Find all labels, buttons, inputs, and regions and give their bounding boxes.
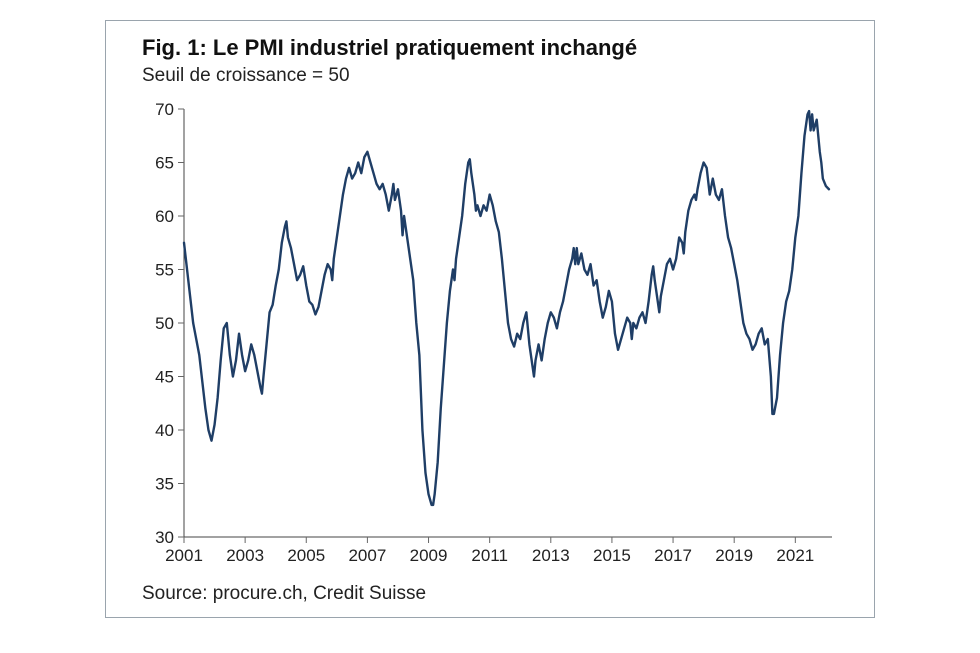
svg-text:2017: 2017 xyxy=(654,546,692,565)
svg-text:2011: 2011 xyxy=(471,546,508,565)
svg-text:30: 30 xyxy=(155,528,174,547)
svg-text:35: 35 xyxy=(155,475,174,494)
svg-text:2005: 2005 xyxy=(287,546,325,565)
chart-frame: Fig. 1: Le PMI industriel pratiquement i… xyxy=(105,20,875,618)
svg-text:50: 50 xyxy=(155,314,174,333)
svg-text:60: 60 xyxy=(155,207,174,226)
svg-text:2013: 2013 xyxy=(532,546,570,565)
svg-text:2003: 2003 xyxy=(226,546,264,565)
svg-text:55: 55 xyxy=(155,261,174,280)
svg-text:40: 40 xyxy=(155,421,174,440)
chart-source: Source: procure.ch, Credit Suisse xyxy=(142,583,426,605)
svg-text:2001: 2001 xyxy=(165,546,203,565)
series-PMI xyxy=(184,111,829,505)
svg-text:45: 45 xyxy=(155,368,174,387)
svg-text:65: 65 xyxy=(155,154,174,173)
svg-text:2019: 2019 xyxy=(715,546,753,565)
chart-subtitle: Seuil de croissance = 50 xyxy=(142,65,350,87)
svg-text:2009: 2009 xyxy=(410,546,448,565)
svg-text:2015: 2015 xyxy=(593,546,631,565)
svg-text:2007: 2007 xyxy=(348,546,386,565)
svg-text:70: 70 xyxy=(155,101,174,119)
svg-text:2021: 2021 xyxy=(776,546,814,565)
plot-svg: 30 35 40 45 50 55 60 65 70 2001 2003 2005 2007 2009 20… xyxy=(142,101,842,571)
plot-area: 30 35 40 45 50 55 60 65 70 2001 2003 2005 2007 2009 20… xyxy=(142,101,842,571)
chart-title: Fig. 1: Le PMI industriel pratiquement i… xyxy=(142,35,637,61)
